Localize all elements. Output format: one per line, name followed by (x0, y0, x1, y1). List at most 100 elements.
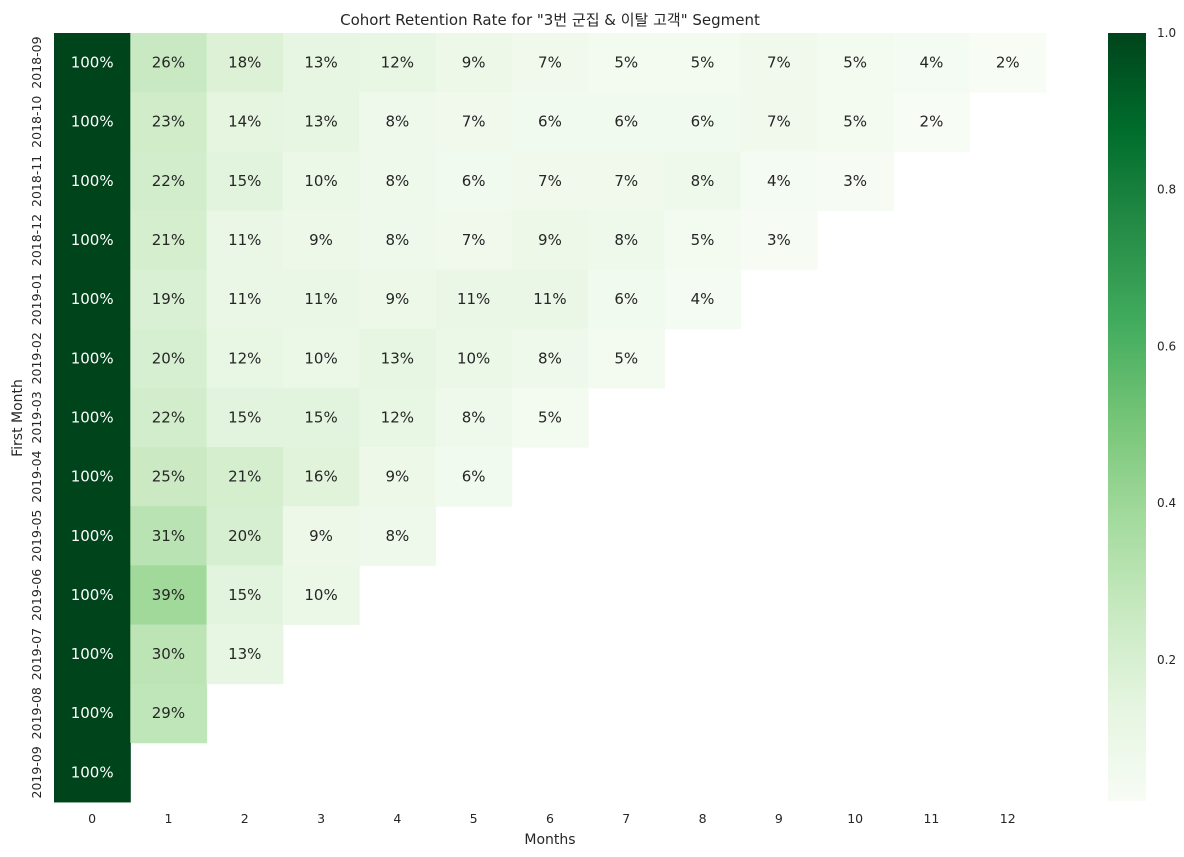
cell-value-label: 13% (304, 54, 337, 72)
heatmap-cell (54, 210, 131, 271)
heatmap-cell (359, 506, 436, 566)
cell-value-label: 100% (71, 408, 114, 426)
heatmap-cell (588, 269, 665, 330)
x-tick-label: 5 (470, 811, 478, 826)
cell-value-label: 11% (228, 290, 261, 308)
cell-value-label: 8% (538, 349, 562, 367)
heatmap-cell (282, 151, 360, 211)
cell-value-label: 15% (228, 586, 261, 604)
cell-value-label: 15% (228, 172, 261, 190)
y-tick-label: 2019-02 (29, 332, 44, 384)
cell-value-label: 31% (152, 527, 185, 545)
cell-value-label: 21% (152, 231, 185, 249)
heatmap-cells: 100% 26% 18% 13% 12% 9% 7% 5% 5% 7% 5% 4% 2% 100% 23% 1… (54, 33, 1047, 803)
cell-value-label: 100% (71, 113, 114, 131)
heatmap-cell (588, 210, 665, 271)
y-tick-label: 2018-12 (29, 214, 44, 266)
cell-value-label: 8% (614, 231, 638, 249)
cell-value-label: 10% (304, 349, 337, 367)
cell-value-label: 20% (152, 349, 185, 367)
cell-value-label: 12% (381, 54, 414, 72)
heatmap-cell (511, 210, 589, 271)
heatmap-cell (206, 151, 284, 211)
cell-value-label: 23% (152, 113, 185, 131)
cell-value-label: 8% (691, 172, 715, 190)
cell-value-label: 8% (385, 231, 409, 249)
heatmap-cell (511, 269, 589, 330)
cell-value-label: 9% (462, 54, 486, 72)
cell-value-label: 2% (920, 113, 944, 131)
cell-value-label: 100% (71, 468, 114, 486)
heatmap-cell (54, 447, 131, 507)
cell-value-label: 39% (152, 586, 185, 604)
cell-value-label: 21% (228, 468, 261, 486)
heatmap-cell (282, 447, 360, 507)
cell-value-label: 4% (691, 290, 715, 308)
cell-value-label: 8% (385, 172, 409, 190)
x-tick-label: 8 (699, 811, 707, 826)
heatmap-cell (282, 328, 360, 389)
heatmap-cell (969, 33, 1047, 93)
heatmap-cell (664, 33, 742, 93)
cell-value-label: 100% (71, 231, 114, 249)
heatmap-cell (664, 92, 742, 152)
heatmap-cell (359, 92, 436, 152)
heatmap-cell (282, 387, 360, 448)
cell-value-label: 100% (71, 54, 114, 72)
x-tick-label: 3 (317, 811, 325, 826)
heatmap-cell (359, 33, 436, 93)
heatmap-cell (54, 328, 131, 389)
heatmap-cell (130, 506, 208, 566)
cell-value-label: 11% (533, 290, 566, 308)
heatmap-cell (435, 151, 513, 211)
heatmap-cell (282, 565, 360, 625)
y-tick-label: 2019-06 (29, 569, 44, 621)
y-tick-label: 2019-05 (29, 510, 44, 562)
heatmap-cell (588, 92, 665, 152)
heatmap-cell (130, 624, 208, 685)
chart-title: Cohort Retention Rate for "3번 군집 & 이탈 고객… (340, 11, 760, 29)
heatmap-cell (54, 151, 131, 211)
colorbar-tick-label: 0.2 (1157, 653, 1176, 667)
colorbar-tick-label: 0.4 (1157, 496, 1176, 510)
heatmap-cell (435, 387, 513, 448)
cell-value-label: 26% (152, 54, 185, 72)
heatmap-cell (359, 447, 436, 507)
y-tick-label: 2019-08 (29, 687, 44, 739)
y-axis-ticks: 2018-09 2018-10 2018-11 2018-12 2019-01 2019-… (29, 36, 44, 798)
heatmap-cell (740, 210, 818, 271)
cell-value-label: 5% (843, 54, 867, 72)
y-tick-label: 2019-01 (29, 273, 44, 325)
y-tick-label: 2019-09 (29, 746, 44, 798)
heatmap-cell (817, 151, 894, 211)
heatmap-cell (435, 328, 513, 389)
cell-value-label: 25% (152, 468, 185, 486)
heatmap-cell (54, 92, 131, 152)
heatmap-cell (130, 92, 208, 152)
cell-value-label: 7% (767, 54, 791, 72)
y-tick-label: 2019-07 (29, 628, 44, 680)
cell-value-label: 6% (614, 113, 638, 131)
heatmap-cell (282, 92, 360, 152)
heatmap-cell (359, 387, 436, 448)
heatmap-cell (282, 33, 360, 93)
heatmap-cell (511, 387, 589, 448)
heatmap-cell (206, 92, 284, 152)
heatmap-cell (206, 210, 284, 271)
heatmap-cell (588, 328, 665, 389)
cell-value-label: 11% (457, 290, 490, 308)
heatmap-cell (54, 269, 131, 330)
cell-value-label: 7% (462, 113, 486, 131)
heatmap-cell (130, 387, 208, 448)
cell-value-label: 100% (71, 586, 114, 604)
x-tick-label: 7 (622, 811, 630, 826)
cell-value-label: 9% (385, 468, 409, 486)
heatmap-cell (359, 328, 436, 389)
heatmap-cell (206, 624, 284, 685)
cell-value-label: 12% (381, 408, 414, 426)
cell-value-label: 9% (309, 527, 333, 545)
heatmap-cell (435, 92, 513, 152)
heatmap-cell (54, 624, 131, 685)
cell-value-label: 9% (309, 231, 333, 249)
x-tick-label: 1 (164, 811, 172, 826)
